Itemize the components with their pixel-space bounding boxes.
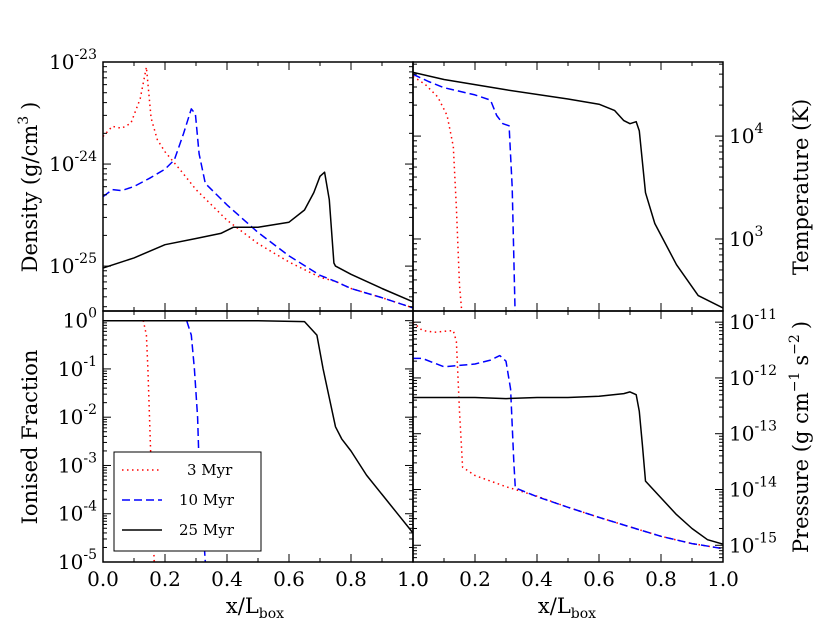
ytick-label-temperature: 103 xyxy=(729,224,763,251)
series-temperature-25-myr xyxy=(413,71,723,309)
series-pressure-25-myr xyxy=(413,391,723,545)
xtick-label-ionised_fraction: 0.2 xyxy=(149,567,181,591)
series-density-3-myr xyxy=(103,66,413,309)
xtick-label-ionised_fraction: 0.8 xyxy=(335,567,367,591)
ytick-label-ionised_fraction: 10-4 xyxy=(58,499,97,526)
ytick-label-temperature: 104 xyxy=(729,121,763,148)
xtick-label-pressure: 0.2 xyxy=(459,567,491,591)
panel-pressure: 10-11 10-12 10-13 10-14 10-15 0.2 0.4 0.6 0.8 1.0 xyxy=(412,307,777,591)
xtick-label-ionised_fraction: 0.6 xyxy=(273,567,305,591)
ytick-label-ionised_fraction: 10-5 xyxy=(58,547,97,574)
xlabel-left: x/Lbox xyxy=(226,594,284,622)
ytick-label-density: 10-23 xyxy=(49,47,97,74)
xtick-label-pressure: 1.0 xyxy=(707,567,739,591)
svg-text:Density (g/cm3): Density (g/cm3) xyxy=(16,102,42,273)
ytick-label-density: 10-25 xyxy=(49,251,97,278)
xtick-label-ionised_fraction: 0.4 xyxy=(211,567,243,591)
panel-density: 10-23 10-24 10-25 xyxy=(49,47,414,312)
ionised-ylabel: Ionised Fraction xyxy=(18,350,42,525)
frame-density xyxy=(102,61,414,312)
frame-pressure xyxy=(412,310,724,563)
ytick-label-pressure: 10-15 xyxy=(729,530,777,557)
panel-temperature: 104 103 xyxy=(412,61,763,312)
ytick-label-pressure: 10-14 xyxy=(729,474,777,501)
legend-label-10myr: 10 Myr xyxy=(179,491,235,509)
pressure-ylabel: Pressure (g cm−1s−2) xyxy=(787,321,813,553)
xtick-label-ionised_fraction: 1.0 xyxy=(397,567,429,591)
series-pressure-10-myr xyxy=(413,354,723,550)
xtick-label-pressure: 0.4 xyxy=(521,567,553,591)
svg-text:Ionised Fraction: Ionised Fraction xyxy=(18,350,42,525)
ytick-label-density: 10-24 xyxy=(49,149,97,176)
ytick-label-ionised_fraction: 10-3 xyxy=(58,450,97,477)
ytick-label-ionised_fraction: 100 xyxy=(63,306,97,333)
legend-label-25myr: 25 Myr xyxy=(179,521,235,539)
xtick-label-pressure: 0.6 xyxy=(583,567,615,591)
panel-ionised_fraction: 100 10-1 10-2 10-3 10-4 10-50.0 0.2 0.4 0.6 0.8 1.… xyxy=(58,306,429,591)
xtick-label-pressure-start: 1.0 xyxy=(397,567,429,591)
ytick-label-pressure: 10-11 xyxy=(729,307,777,334)
xlabel-right: x/Lbox xyxy=(538,594,596,622)
series-density-25-myr xyxy=(103,171,413,303)
ytick-label-ionised_fraction: 10-2 xyxy=(58,402,97,429)
xtick-label-pressure: 0.8 xyxy=(645,567,677,591)
svg-text:Temperature (K): Temperature (K) xyxy=(789,99,813,275)
ytick-label-pressure: 10-12 xyxy=(729,363,777,390)
series-density-10-myr xyxy=(103,108,413,309)
legend-label-3myr: 3 Myr xyxy=(187,461,233,479)
panels: 10-23 10-24 10-25 104 103 100 10-1 10-2 10-3 10-4… xyxy=(49,47,777,591)
ytick-label-pressure: 10-13 xyxy=(729,419,777,446)
temperature-ylabel: Temperature (K) xyxy=(789,99,813,275)
svg-text:Pressure (g cm−1s−2): Pressure (g cm−1s−2) xyxy=(787,321,813,553)
legend: 3 Myr 10 Myr 25 Myr xyxy=(113,451,262,552)
series-temperature-10-myr xyxy=(413,73,516,311)
ytick-label-ionised_fraction: 10-1 xyxy=(58,354,97,381)
series-ionised_fraction-25-myr xyxy=(103,319,413,534)
xtick-label-ionised_fraction: 0.0 xyxy=(87,567,119,591)
legend-frame xyxy=(113,451,262,552)
density-ylabel: Density (g/cm3) xyxy=(16,102,42,273)
series-temperature-3-myr xyxy=(413,75,463,311)
